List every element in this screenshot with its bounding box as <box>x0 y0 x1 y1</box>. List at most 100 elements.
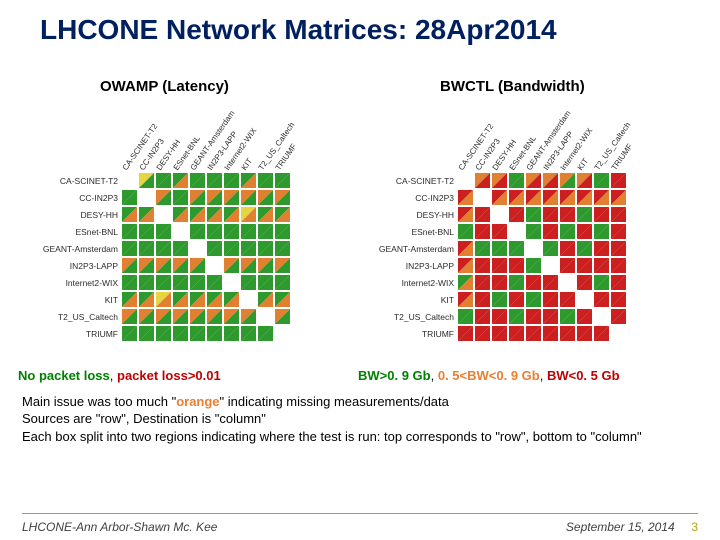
footer: LHCONE-Ann Arbor-Shawn Mc. Kee September… <box>22 520 698 534</box>
matrix-cell <box>577 241 592 256</box>
matrix-cell <box>258 292 273 307</box>
matrix-cell <box>492 173 507 188</box>
matrix-cell <box>492 275 507 290</box>
col-label: KIT <box>240 157 255 172</box>
legend-span: BW<0. 5 Gb <box>547 368 620 383</box>
matrix-cell <box>611 241 626 256</box>
matrix-cell <box>156 292 171 307</box>
legend-span: BW>0. 9 Gb <box>358 368 431 383</box>
matrix-cell <box>577 309 592 324</box>
matrix-cell <box>241 326 256 341</box>
matrix-cell <box>258 258 273 273</box>
matrix-cell <box>543 258 558 273</box>
row-label: TRIUMF <box>370 329 458 339</box>
matrix-cell <box>241 309 256 324</box>
matrix-cell <box>241 275 256 290</box>
matrix-cell <box>122 241 137 256</box>
matrix-cell <box>207 326 222 341</box>
matrix-cell <box>224 207 239 222</box>
matrix-cell <box>543 224 558 239</box>
matrix-cell <box>560 292 575 307</box>
matrix-cell <box>611 275 626 290</box>
matrix-cell <box>122 292 137 307</box>
matrix-cell <box>492 207 507 222</box>
matrix-cell <box>173 258 188 273</box>
matrix-cell <box>543 173 558 188</box>
matrix-cell <box>207 258 222 273</box>
matrix-cell <box>122 190 137 205</box>
row-label: CC-IN2P3 <box>34 193 122 203</box>
matrix-cell <box>509 190 524 205</box>
matrix-cell <box>224 173 239 188</box>
row-label: TRIUMF <box>34 329 122 339</box>
matrix-cell <box>190 224 205 239</box>
matrix-cell <box>224 258 239 273</box>
matrix-cell <box>475 258 490 273</box>
matrix-cell <box>156 224 171 239</box>
matrix-cell <box>156 275 171 290</box>
matrix-cell <box>224 309 239 324</box>
matrix-cell <box>173 224 188 239</box>
matrix-cell <box>258 207 273 222</box>
row-label: Internet2-WIX <box>34 278 122 288</box>
footer-date: September 15, 2014 <box>566 520 675 534</box>
matrix-cell <box>156 309 171 324</box>
row-label: CA-SCINET-T2 <box>34 176 122 186</box>
bullet-line: Sources are "row", Destination is "colum… <box>22 411 698 427</box>
matrix-cell <box>509 258 524 273</box>
matrix-cell <box>611 258 626 273</box>
legend-span: packet loss>0.01 <box>117 368 221 383</box>
matrix-cell <box>122 207 137 222</box>
matrix-cell <box>207 207 222 222</box>
matrix-cell <box>207 173 222 188</box>
matrix-cell <box>577 190 592 205</box>
matrix-cell <box>241 173 256 188</box>
matrix-cell <box>526 258 541 273</box>
matrix-cell <box>173 309 188 324</box>
bullet-block: Main issue was too much "orange" indicat… <box>22 394 698 446</box>
matrix-cell <box>594 190 609 205</box>
matrix-cell <box>560 326 575 341</box>
matrix-cell <box>594 326 609 341</box>
matrix-cell <box>139 292 154 307</box>
matrix-cell <box>190 292 205 307</box>
row-label: IN2P3-LAPP <box>370 261 458 271</box>
matrix-cell <box>611 224 626 239</box>
matrix-cell <box>526 207 541 222</box>
matrix-cell <box>190 173 205 188</box>
matrix-cell <box>543 241 558 256</box>
matrix-cell <box>458 207 473 222</box>
matrix-cell <box>458 190 473 205</box>
matrix-cell <box>594 309 609 324</box>
matrix-cell <box>594 258 609 273</box>
matrix-cell <box>492 241 507 256</box>
matrix-cell <box>122 173 137 188</box>
matrix-cell <box>190 241 205 256</box>
row-label: GEANT-Amsterdam <box>34 244 122 254</box>
matrix-cell <box>139 258 154 273</box>
matrix-cell <box>139 326 154 341</box>
matrix-cell <box>577 207 592 222</box>
legend-span: , <box>540 368 547 383</box>
matrix-cell <box>275 173 290 188</box>
subtitle-right: BWCTL (Bandwidth) <box>440 78 585 95</box>
legend-right: BW>0. 9 Gb, 0. 5<BW<0. 9 Gb, BW<0. 5 Gb <box>358 368 620 383</box>
matrix-cell <box>122 258 137 273</box>
matrix-cell <box>190 207 205 222</box>
matrix-cell <box>139 190 154 205</box>
matrix-cell <box>611 207 626 222</box>
matrix-cell <box>594 275 609 290</box>
matrix-cell <box>241 190 256 205</box>
matrix-cell <box>122 224 137 239</box>
matrix-cell <box>492 190 507 205</box>
matrix-cell <box>475 190 490 205</box>
matrix-cell <box>509 309 524 324</box>
matrix-cell <box>224 190 239 205</box>
matrix-cell <box>139 207 154 222</box>
matrix-cell <box>577 326 592 341</box>
matrix-cell <box>275 190 290 205</box>
matrix-cell <box>258 275 273 290</box>
matrix-cell <box>275 326 290 341</box>
matrix-cell <box>543 275 558 290</box>
row-label: CC-IN2P3 <box>370 193 458 203</box>
